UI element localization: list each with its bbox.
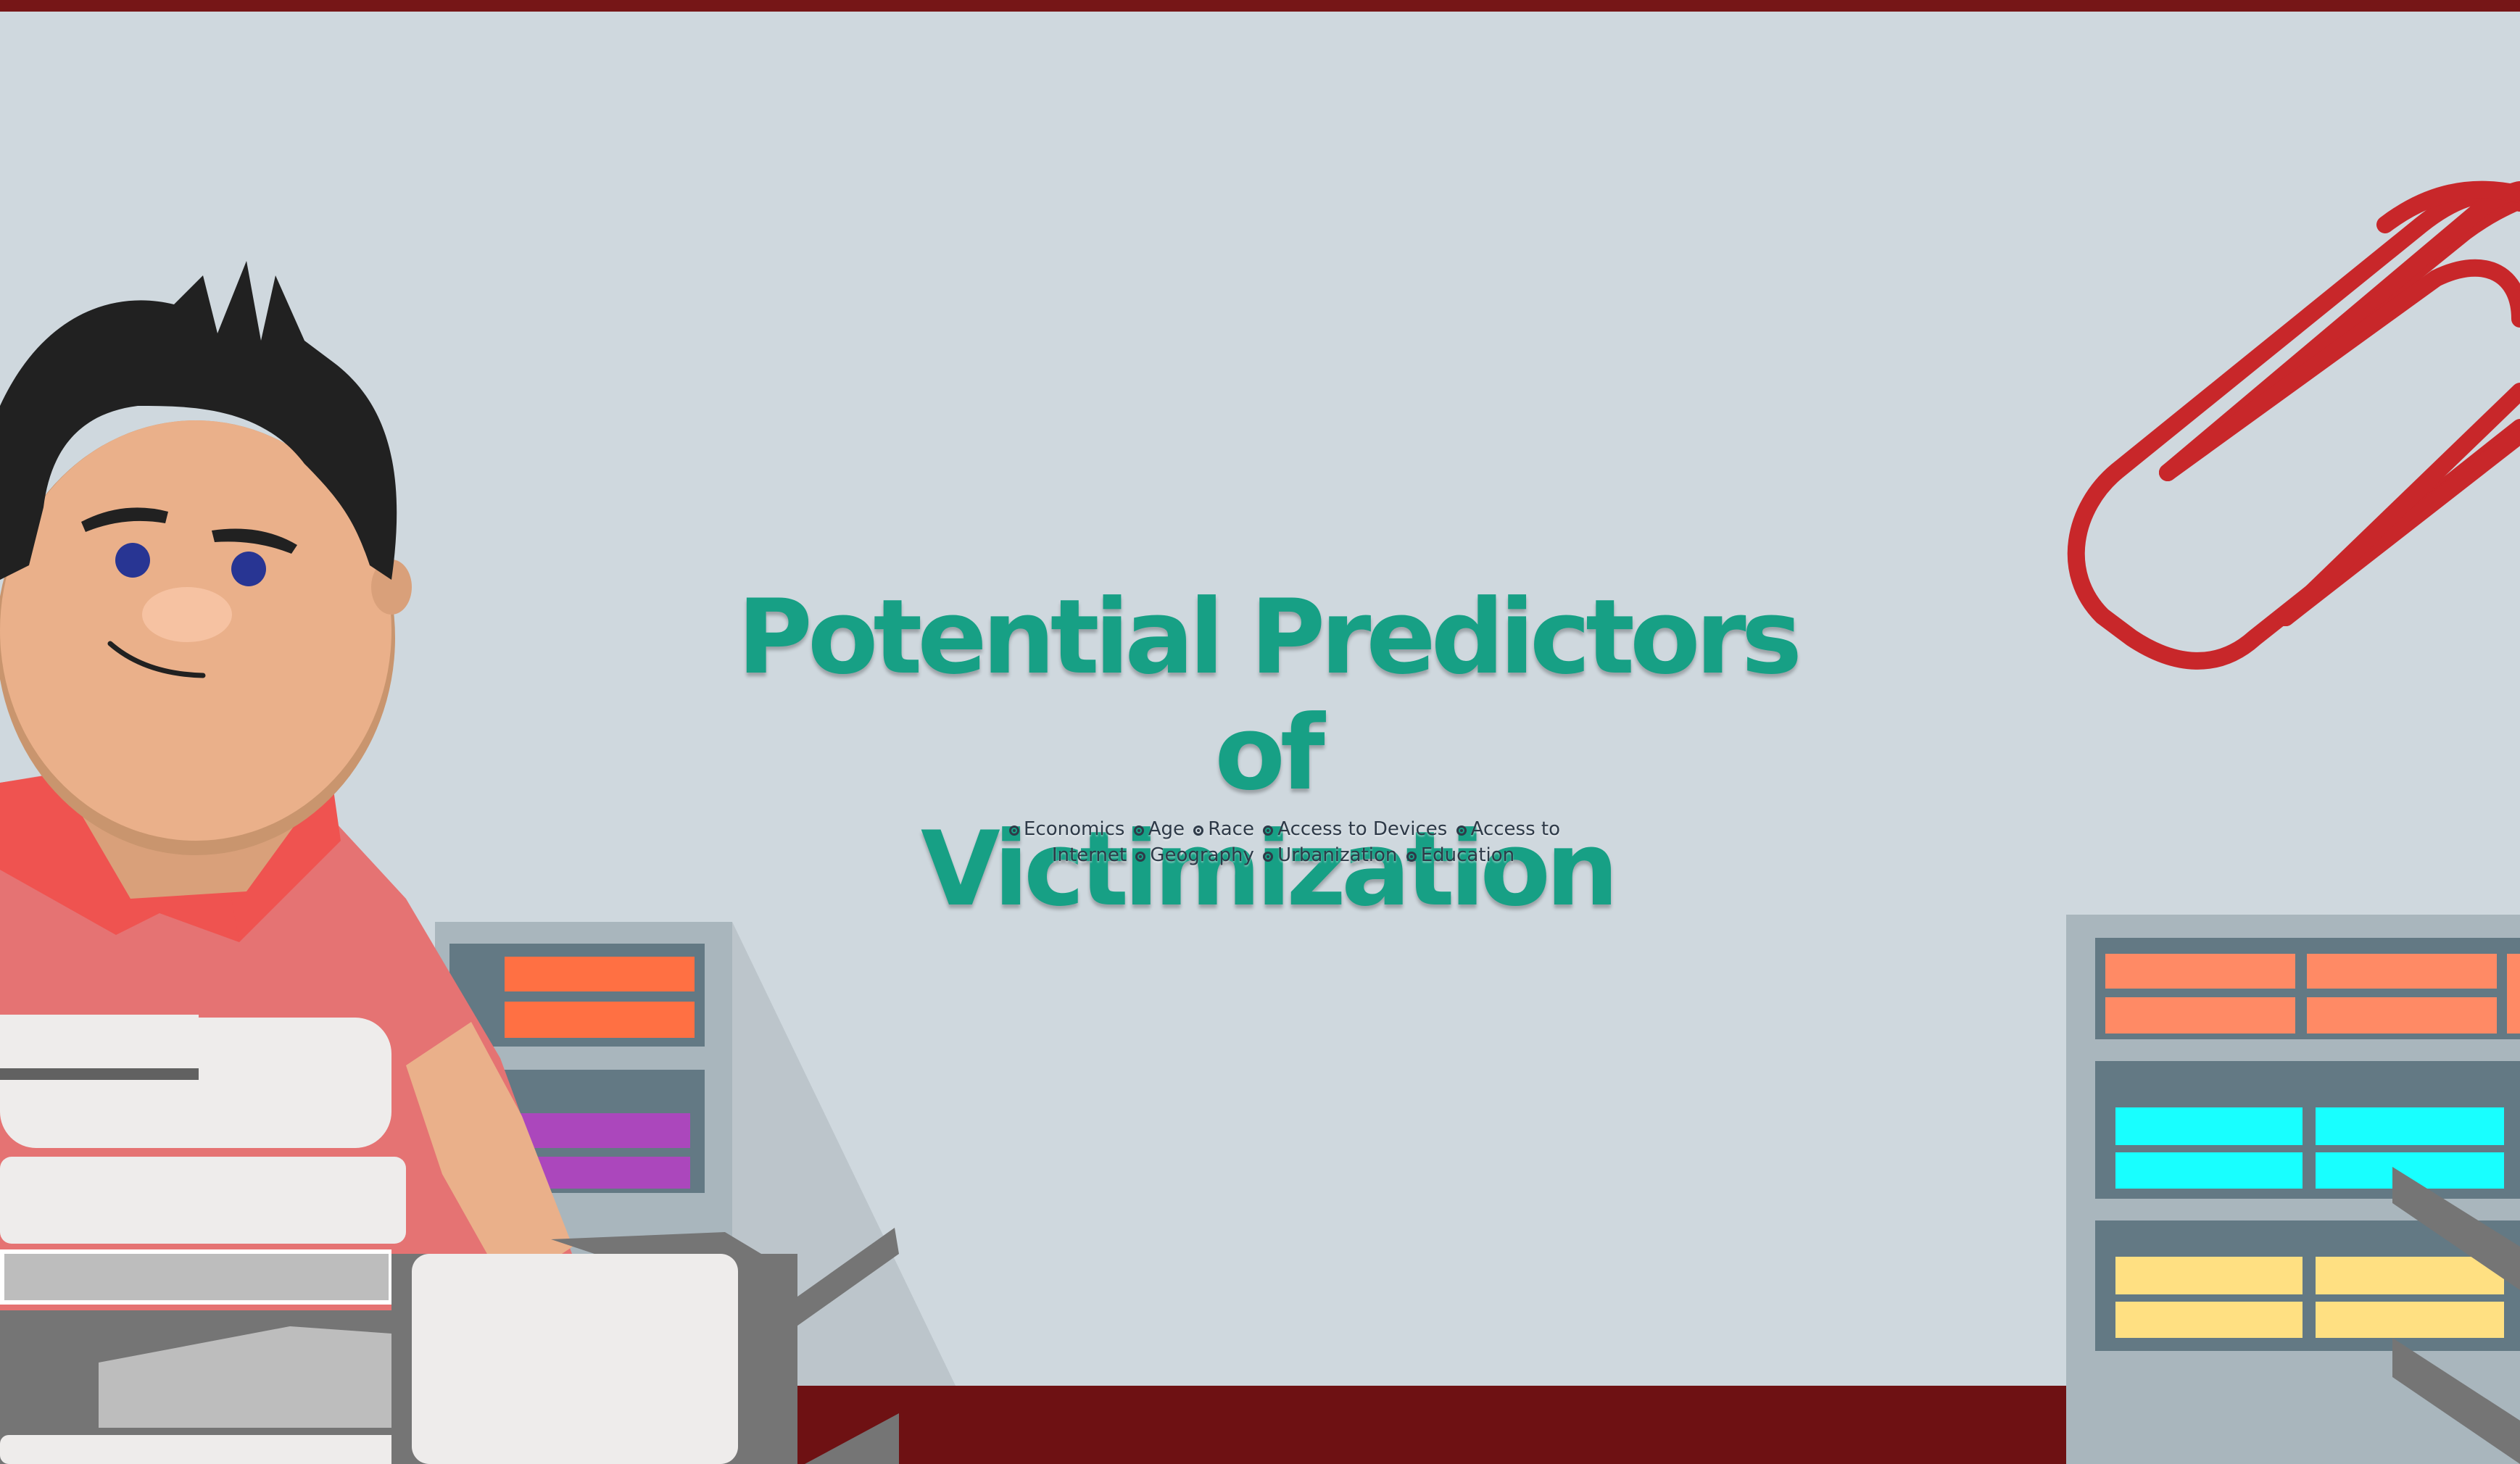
predictor-item: Access to Internet: [1051, 818, 1560, 866]
predictor-item: Access to Devices: [1260, 818, 1447, 840]
floor-band: [732, 1386, 2066, 1464]
title-line-1: Potential Predictors of: [737, 578, 1802, 813]
bullet-icon: [1135, 852, 1146, 862]
predictor-item: Economics: [1006, 818, 1124, 840]
bullet-icon: [1456, 825, 1467, 836]
paper-stack: [0, 1015, 406, 1464]
bullet-icon: [1009, 825, 1019, 836]
bullet-icon: [1406, 852, 1417, 862]
bullet-icon: [1263, 825, 1274, 836]
predictor-item: Age: [1131, 818, 1185, 840]
top-border-bar: [0, 0, 2520, 12]
paperclip-icon: [2067, 180, 2520, 670]
bullet-icon: [1193, 825, 1204, 836]
predictor-item: Urbanization: [1260, 844, 1397, 866]
predictor-item: Geography: [1132, 844, 1254, 866]
predictor-item: Race: [1190, 818, 1254, 840]
page-title: Potential Predictors of Victimization: [680, 580, 1854, 928]
right-shelf: [2066, 915, 2520, 1464]
predictor-list: Economics Age Race Access to Devices Acc…: [993, 816, 1573, 868]
bullet-icon: [1263, 852, 1274, 862]
copy-machine: [391, 1228, 899, 1464]
bullet-icon: [1133, 825, 1144, 836]
predictor-item: Education: [1404, 844, 1514, 866]
